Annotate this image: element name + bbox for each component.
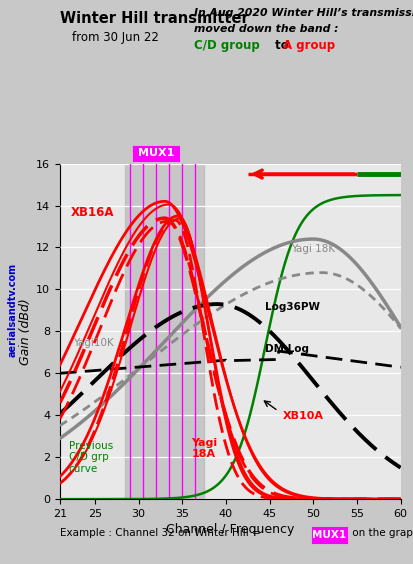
Text: Log36PW: Log36PW <box>265 302 320 312</box>
Text: from 30 Jun 22: from 30 Jun 22 <box>72 31 159 44</box>
Text: Previous
C/D grp
curve: Previous C/D grp curve <box>69 440 113 474</box>
Text: to: to <box>271 39 292 52</box>
Text: In Aug 2020 Winter Hill’s transmissions: In Aug 2020 Winter Hill’s transmissions <box>194 8 413 19</box>
Y-axis label: Gain (dBd): Gain (dBd) <box>19 298 32 365</box>
Bar <box>126 164 204 499</box>
Text: MUX1: MUX1 <box>138 148 174 158</box>
Text: C/D group: C/D group <box>194 39 260 52</box>
Text: DM Log: DM Log <box>265 345 309 354</box>
Text: Winter Hill transmitter: Winter Hill transmitter <box>60 11 249 27</box>
Text: XB16A: XB16A <box>70 206 114 219</box>
Text: Yagi10K: Yagi10K <box>73 338 114 348</box>
Text: moved down the band :: moved down the band : <box>194 24 339 34</box>
Text: aerialsandtv.com: aerialsandtv.com <box>7 263 17 357</box>
Text: MUX1: MUX1 <box>312 530 347 540</box>
Text: A group: A group <box>283 39 335 52</box>
Text: XB10A: XB10A <box>282 412 324 421</box>
Text: Example : Channel 32 on Winter Hill =: Example : Channel 32 on Winter Hill = <box>60 528 264 538</box>
X-axis label: Channel / Frequency: Channel / Frequency <box>166 523 294 536</box>
Text: Yagi 18K: Yagi 18K <box>292 244 335 254</box>
Text: Yagi
18A: Yagi 18A <box>191 438 217 459</box>
Text: on the graph: on the graph <box>349 528 413 538</box>
